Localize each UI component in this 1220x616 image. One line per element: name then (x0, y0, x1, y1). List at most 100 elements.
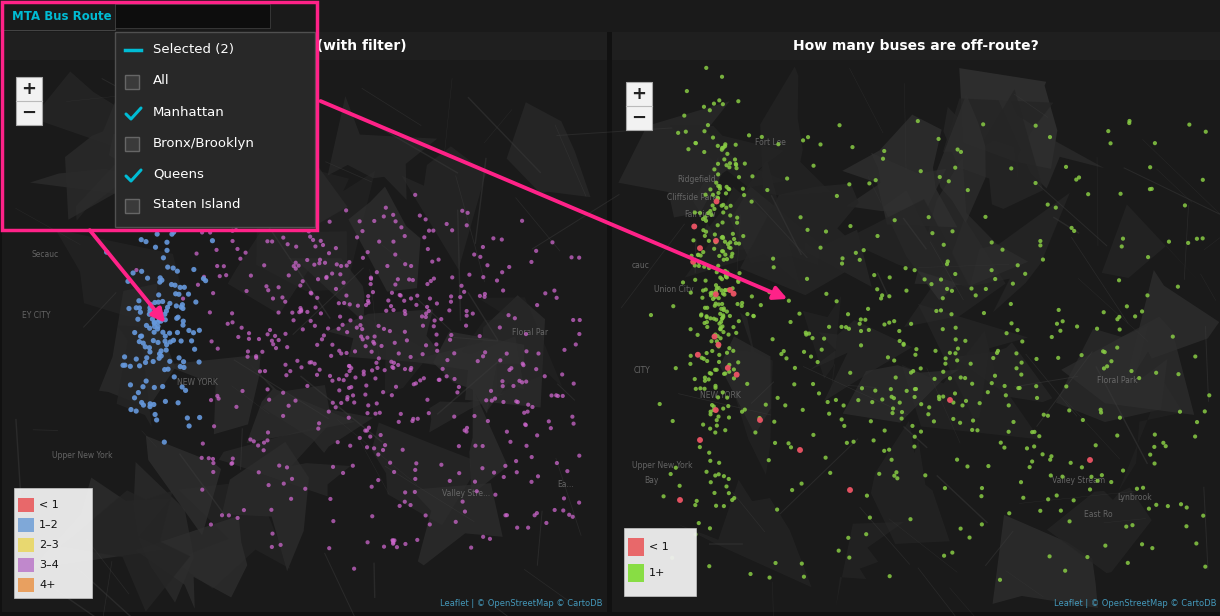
Point (1038, 411, 1058, 421)
Point (933, 392, 953, 402)
Point (693, 286, 712, 296)
Point (386, 249, 405, 259)
Point (390, 290, 410, 300)
Point (168, 398, 188, 408)
Point (154, 327, 173, 337)
Point (725, 365, 744, 375)
Point (732, 298, 752, 308)
Point (361, 279, 381, 289)
Text: Ea...: Ea... (558, 480, 573, 489)
Point (295, 484, 315, 493)
Point (307, 370, 327, 380)
Point (705, 428, 725, 437)
Point (149, 354, 168, 363)
Point (570, 253, 589, 262)
Point (209, 394, 228, 403)
Point (323, 516, 343, 526)
Point (711, 324, 731, 334)
Point (145, 309, 165, 319)
Point (417, 395, 437, 405)
Point (709, 159, 728, 169)
Point (723, 346, 743, 356)
Point (461, 543, 481, 553)
Point (793, 405, 813, 415)
Point (322, 269, 342, 278)
Point (527, 431, 547, 440)
Point (160, 299, 179, 309)
Point (1086, 440, 1105, 450)
Point (404, 414, 423, 424)
Point (832, 415, 852, 424)
Text: 4+: 4+ (39, 580, 55, 590)
Point (716, 272, 736, 282)
Point (305, 359, 325, 368)
Point (963, 379, 982, 389)
Point (915, 471, 935, 480)
Point (145, 383, 165, 392)
Point (960, 533, 980, 543)
Point (717, 182, 737, 192)
Point (1033, 450, 1053, 460)
Point (167, 328, 187, 338)
Point (395, 364, 415, 374)
Point (1118, 558, 1137, 568)
Point (416, 309, 436, 318)
Point (356, 381, 376, 391)
Point (734, 190, 754, 200)
Point (282, 474, 301, 484)
Point (416, 511, 436, 521)
Point (684, 374, 704, 384)
Point (875, 146, 894, 156)
Point (704, 405, 723, 415)
Polygon shape (943, 99, 1053, 190)
Point (492, 235, 511, 245)
Point (1110, 325, 1130, 334)
Point (889, 336, 909, 346)
Point (417, 279, 437, 289)
Bar (124, 199, 139, 213)
Point (799, 328, 819, 338)
Point (512, 216, 532, 225)
Point (170, 290, 189, 299)
Point (388, 274, 407, 284)
Point (381, 458, 400, 468)
Point (1041, 471, 1060, 480)
Point (925, 374, 944, 384)
Point (427, 346, 447, 355)
Point (815, 334, 834, 344)
Point (370, 237, 389, 246)
Point (710, 95, 730, 105)
Point (172, 302, 192, 312)
Point (714, 208, 733, 217)
Polygon shape (222, 442, 309, 571)
Bar (2, 2, 317, 230)
Point (339, 413, 359, 423)
Point (1030, 431, 1049, 441)
Point (991, 575, 1010, 585)
Point (703, 400, 722, 410)
Point (1141, 184, 1160, 194)
Point (281, 366, 300, 376)
Polygon shape (883, 190, 955, 300)
Point (416, 312, 436, 322)
Point (714, 471, 733, 481)
Point (333, 468, 353, 478)
Point (993, 245, 1013, 254)
Polygon shape (433, 331, 525, 413)
Point (717, 392, 737, 402)
Point (784, 379, 804, 389)
Point (803, 333, 822, 343)
Point (273, 411, 293, 421)
Point (140, 399, 160, 409)
Point (1108, 314, 1127, 324)
Point (149, 297, 168, 307)
Point (936, 359, 955, 368)
Point (714, 312, 733, 322)
Point (1061, 458, 1081, 468)
Point (906, 344, 926, 354)
Point (720, 360, 739, 370)
Point (274, 479, 294, 488)
Polygon shape (401, 147, 487, 270)
Point (700, 424, 720, 434)
Text: Ridgefield: Ridgefield (677, 175, 716, 184)
